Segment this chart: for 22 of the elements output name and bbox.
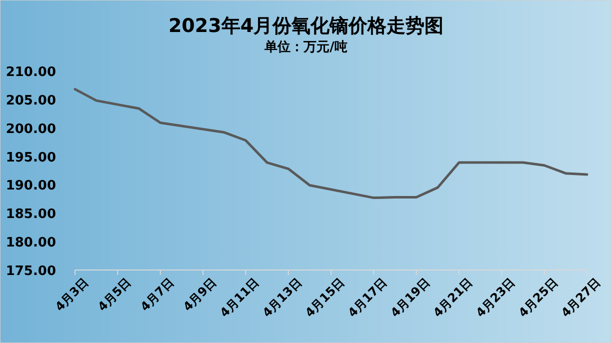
x-tick-label: 4月19日 xyxy=(388,275,432,320)
y-tick-label: 195.00 xyxy=(6,150,56,166)
chart-subtitle: 单位：万元/吨 xyxy=(264,39,348,55)
x-tick-label: 4月5日 xyxy=(95,275,134,314)
x-tick-label: 4月21日 xyxy=(430,275,476,320)
x-tick-label: 4月15日 xyxy=(302,275,348,320)
x-tick-label: 4月7日 xyxy=(138,275,176,314)
x-tick-label: 4月13日 xyxy=(260,275,304,320)
x-tick-label: 4月9日 xyxy=(180,275,220,314)
x-tick-label: 4月25日 xyxy=(516,275,560,320)
y-tick-label: 185.00 xyxy=(6,207,56,222)
y-tick-label: 205.00 xyxy=(6,93,56,108)
line-series xyxy=(74,88,588,200)
x-tick-label: 4月11日 xyxy=(217,275,262,320)
x-tick-label: 4月17日 xyxy=(345,275,390,320)
chart-title: 2023年4月份氧化镝价格走势图 xyxy=(168,15,444,37)
y-tick-label: 210.00 xyxy=(6,65,56,80)
x-tick-label: 4月27日 xyxy=(558,275,604,320)
y-tick-label: 180.00 xyxy=(6,236,56,251)
x-tick-label: 4月23日 xyxy=(473,275,518,320)
y-tick-label: 190.00 xyxy=(6,178,56,194)
y-tick-label: 200.00 xyxy=(6,122,56,137)
